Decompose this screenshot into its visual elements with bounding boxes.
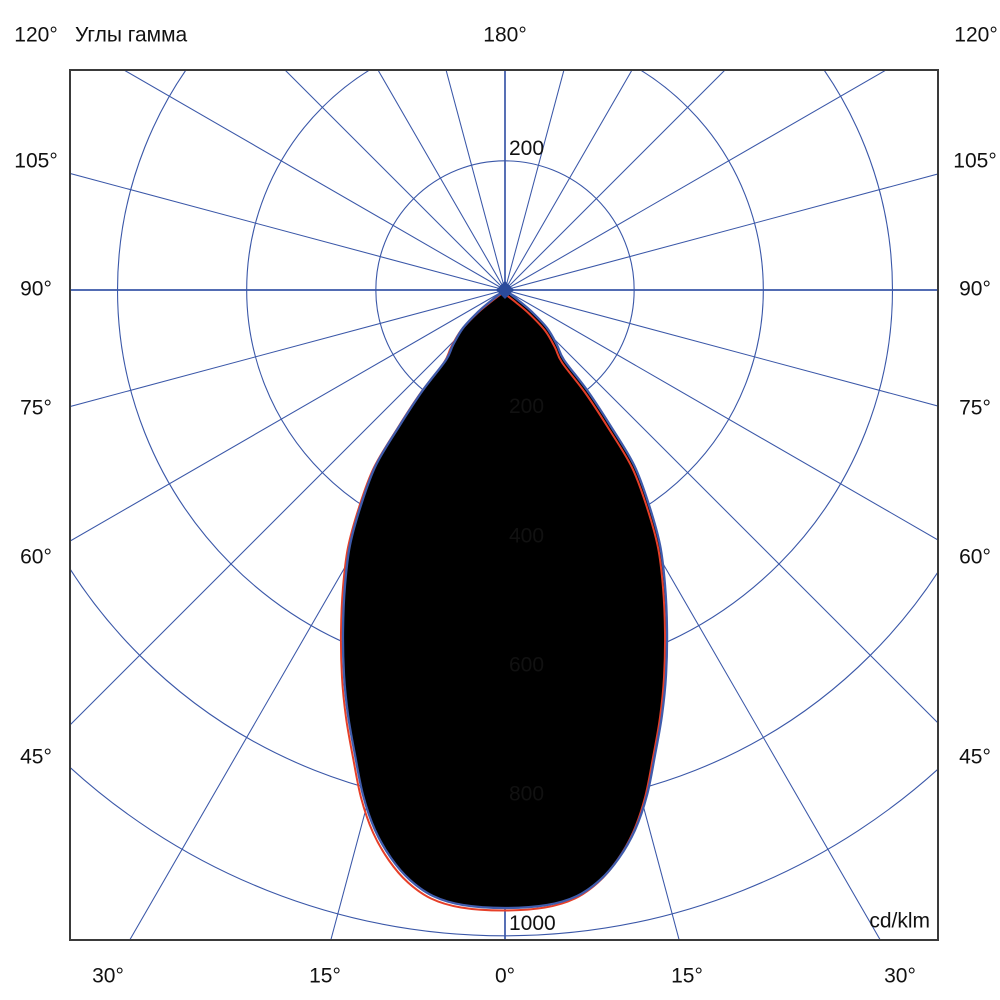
gamma-label-top-left: 120°: [14, 23, 58, 47]
gamma-label-bottom-15l: 15°: [309, 964, 341, 988]
grid-radial-240: [122, 70, 506, 291]
ring-label-200: 200: [509, 395, 544, 418]
gamma-label-180: 180°: [483, 23, 527, 47]
grid-radial-60: [504, 289, 938, 541]
gamma-label-top-right: 120°: [954, 23, 998, 47]
grid-radial-165: [504, 70, 565, 291]
grid-radial-225: [284, 70, 506, 291]
gamma-label-bottom-0: 0°: [494, 964, 516, 988]
ring-label-above-200: 200: [509, 137, 544, 160]
ring-label-400: 400: [509, 524, 544, 547]
gamma-label-right-45: 45°: [959, 745, 991, 769]
grid-radial-120: [504, 70, 888, 291]
chart-title: Углы гамма: [75, 23, 188, 47]
gamma-label-left-105: 105°: [14, 149, 58, 173]
unit-label: cd/klm: [869, 909, 930, 933]
grid-radial-150: [504, 70, 633, 291]
grid-radial-45: [504, 289, 938, 724]
intensity-curve-fill: [342, 290, 668, 908]
gamma-label-left-75: 75°: [20, 396, 52, 420]
grid-radial-315: [70, 289, 506, 726]
gamma-label-left-45: 45°: [20, 745, 52, 769]
grid-radial-300: [70, 289, 506, 542]
gamma-label-bottom-15r: 15°: [671, 964, 703, 988]
gamma-label-right-75: 75°: [959, 396, 991, 420]
gamma-label-left-90: 90°: [20, 277, 52, 301]
gamma-label-left-60: 60°: [20, 545, 52, 569]
plot-border: [69, 69, 939, 941]
gamma-label-right-90: 90°: [959, 277, 991, 301]
grid-radial-210: [377, 70, 506, 291]
center-marker: [496, 281, 514, 299]
grid-radial-285: [70, 289, 506, 408]
gamma-label-right-60: 60°: [959, 545, 991, 569]
ring-label-600: 600: [509, 653, 544, 676]
grid-radial-105: [504, 173, 938, 291]
gamma-label-bottom-30r: 30°: [884, 964, 916, 988]
grid-radial-195: [445, 70, 506, 291]
ring-label-800: 800: [509, 783, 544, 806]
intensity-curve-c0: [341, 288, 669, 910]
grid-radial-75: [504, 289, 938, 407]
gamma-label-right-105: 105°: [953, 149, 997, 173]
ring-label-1000: 1000: [509, 912, 556, 935]
gamma-label-bottom-30l: 30°: [92, 964, 124, 988]
grid-radial-135: [504, 70, 726, 291]
grid-radial-255: [70, 172, 506, 291]
